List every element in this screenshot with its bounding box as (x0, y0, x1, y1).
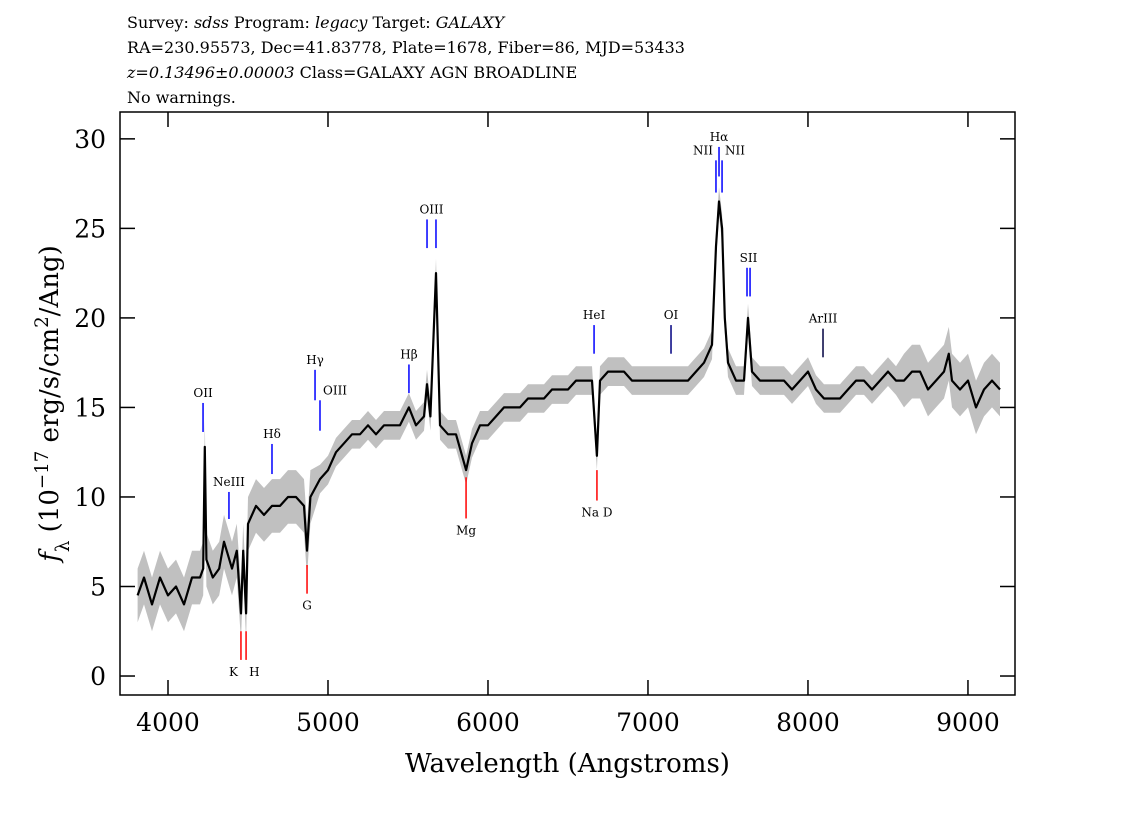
y-axis-label: fλ (10−17 erg/s/cm2/Ang) (32, 245, 74, 564)
line-id-label: OIII (323, 383, 347, 397)
text-segment: /Ang) (35, 245, 65, 316)
line-id-label: Hα (710, 130, 729, 144)
header-line: RA=230.95573, Dec=41.83778, Plate=1678, … (127, 38, 685, 57)
x-tick-label: 4000 (136, 708, 200, 737)
header-line: No warnings. (127, 88, 236, 107)
text-segment: No warnings. (127, 88, 236, 107)
text-segment: −17 (32, 451, 53, 489)
line-id-label: Hδ (263, 427, 281, 441)
x-tick-label: 8000 (776, 708, 840, 737)
line-id-label: Mg (456, 523, 476, 537)
y-tick-label: 25 (74, 214, 106, 243)
line-id-label: Hβ (400, 347, 417, 361)
line-id-label: NII (725, 143, 745, 157)
y-tick-label: 15 (74, 393, 106, 422)
line-id-label: ArIII (808, 312, 838, 326)
line-id-label: OI (664, 308, 679, 322)
line-id-label: H (249, 665, 259, 679)
line-id-label: NeIII (213, 475, 245, 489)
line-id-label: K (229, 665, 239, 679)
text-segment: 2 (32, 316, 53, 328)
x-axis-label: Wavelength (Angstroms) (405, 749, 730, 779)
y-tick-label: 0 (90, 662, 106, 691)
y-tick-label: 30 (74, 125, 106, 154)
text-segment: Program: (229, 13, 315, 32)
text-segment: sdss (194, 13, 229, 32)
text-segment: Target: (367, 13, 435, 32)
line-id-label: NII (693, 143, 713, 157)
header-line: Survey: sdss Program: legacy Target: GAL… (127, 13, 506, 32)
y-tick-label: 5 (90, 572, 106, 601)
y-tick-label: 20 (74, 304, 106, 333)
plot-frame (119, 111, 1016, 696)
line-id-label: Hγ (306, 353, 324, 367)
spectrum-line (136, 200, 1001, 615)
line-id-label: HeI (583, 308, 606, 322)
text-segment: Class=GALAXY AGN BROADLINE (295, 63, 578, 82)
text-segment: z=0.13496±0.00003 (126, 63, 295, 82)
text-segment: (10 (35, 489, 65, 541)
error-band (137, 187, 1001, 641)
text-segment: legacy (315, 13, 368, 32)
y-tick-label: 10 (74, 483, 106, 512)
text-segment: λ (53, 540, 74, 552)
text-segment: RA=230.95573, Dec=41.83778, Plate=1678, … (127, 38, 685, 57)
x-tick-label: 7000 (616, 708, 680, 737)
x-tick-label: 6000 (456, 708, 520, 737)
line-id-label: OII (193, 386, 213, 400)
line-id-label: OIII (419, 202, 443, 216)
line-id-label: SII (740, 251, 758, 265)
x-tick-label: 9000 (936, 708, 1000, 737)
text-segment: Survey: (127, 13, 194, 32)
line-id-label: Na D (581, 506, 612, 520)
header-line: z=0.13496±0.00003 Class=GALAXY AGN BROAD… (126, 63, 577, 82)
text-segment: GALAXY (436, 13, 506, 32)
line-id-label: G (302, 599, 312, 613)
x-tick-label: 5000 (296, 708, 360, 737)
text-segment: erg/s/cm (35, 328, 65, 451)
